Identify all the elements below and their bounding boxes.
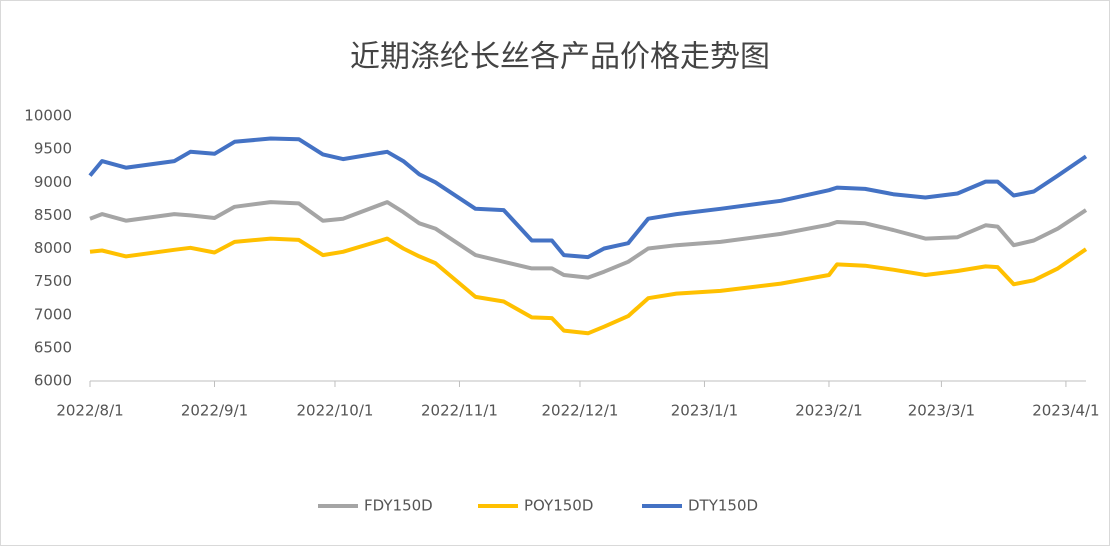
y-tick-label: 6500 bbox=[34, 338, 72, 356]
x-tick-label: 2022/10/1 bbox=[297, 402, 374, 420]
y-tick-label: 6000 bbox=[34, 372, 72, 390]
y-tick-label: 7000 bbox=[34, 305, 72, 323]
y-tick-label: 10000 bbox=[24, 107, 72, 125]
x-tick-label: 2023/2/1 bbox=[795, 402, 862, 420]
x-tick-label: 2022/8/1 bbox=[56, 402, 123, 420]
legend-label: DTY150D bbox=[688, 497, 758, 515]
legend-label: POY150D bbox=[524, 497, 593, 515]
x-tick-label: 2022/12/1 bbox=[542, 402, 619, 420]
y-tick-label: 7500 bbox=[34, 272, 72, 290]
series-line bbox=[89, 236, 1088, 336]
y-tick-label: 9500 bbox=[34, 140, 72, 158]
series-line bbox=[89, 200, 1088, 280]
chart-title: 近期涤纶长丝各产品价格走势图 bbox=[350, 40, 770, 75]
x-tick-label: 2022/11/1 bbox=[421, 402, 498, 420]
series-line bbox=[88, 136, 1088, 260]
x-tick-label: 2022/9/1 bbox=[181, 402, 248, 420]
x-tick-label: 2023/3/1 bbox=[908, 402, 975, 420]
y-tick-label: 9000 bbox=[34, 173, 72, 191]
y-tick-label: 8500 bbox=[34, 206, 72, 224]
x-tick-label: 2023/4/1 bbox=[1032, 402, 1099, 420]
legend-label: FDY150D bbox=[364, 497, 433, 515]
y-tick-label: 8000 bbox=[34, 239, 72, 257]
x-tick-label: 2023/1/1 bbox=[671, 402, 738, 420]
